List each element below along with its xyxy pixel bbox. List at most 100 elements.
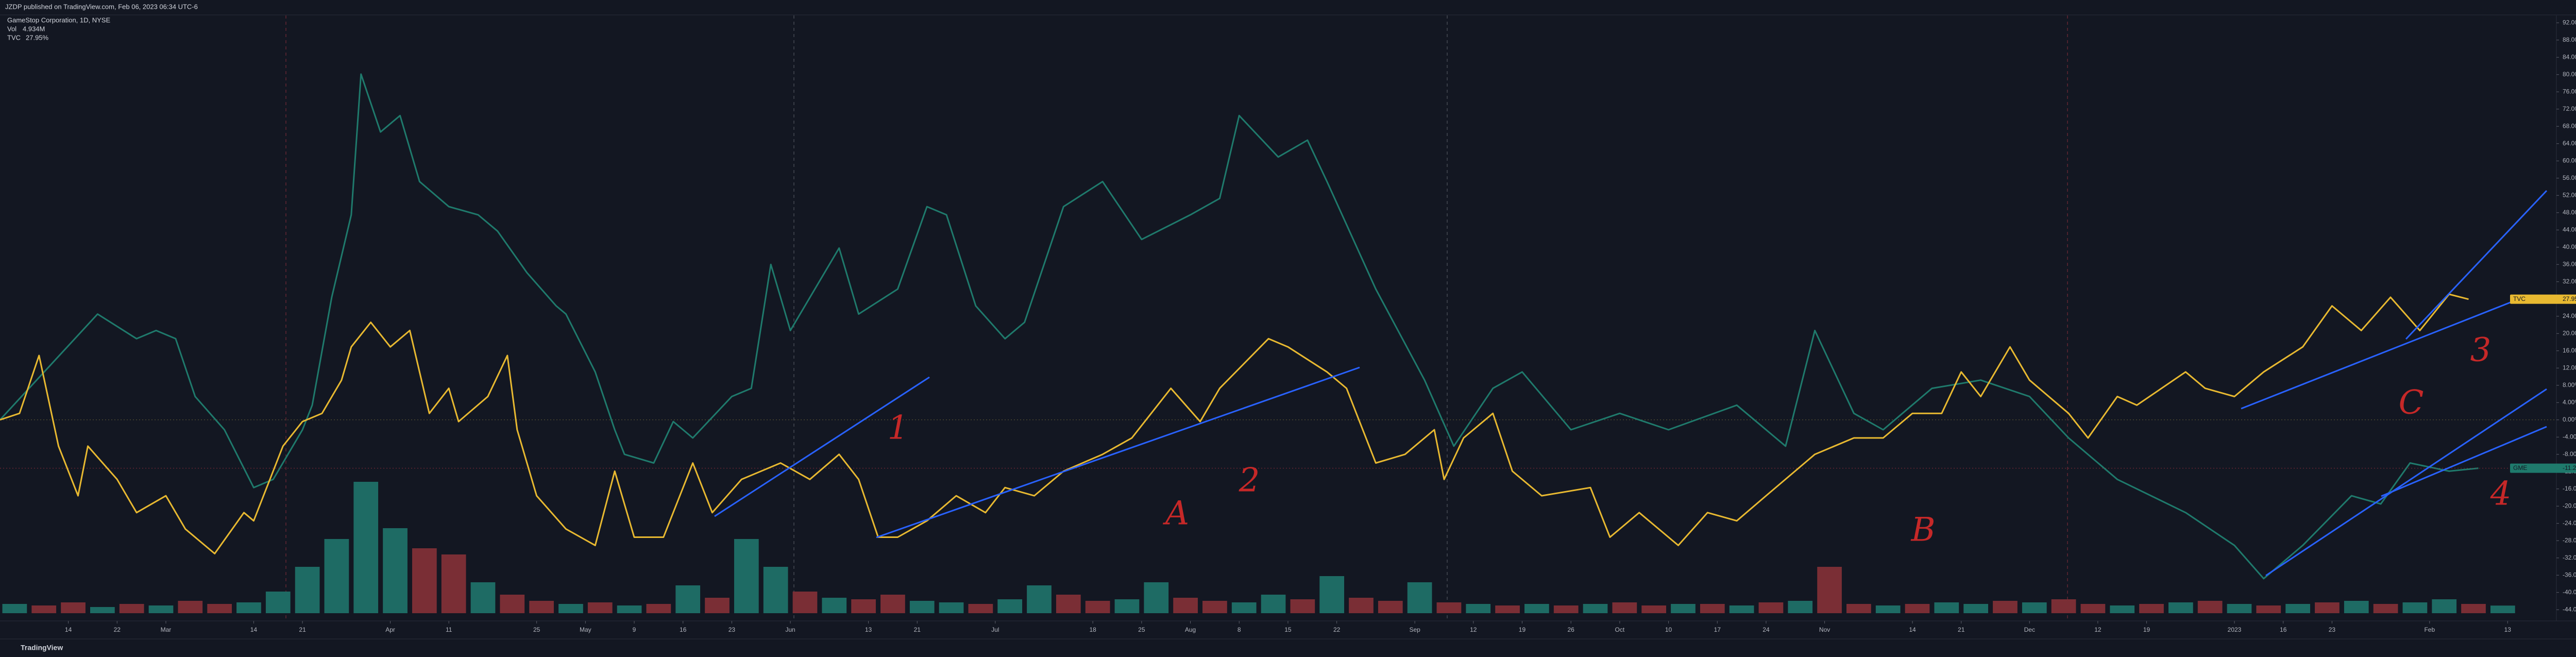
y-tick-label: 16.00% xyxy=(2563,347,2576,354)
volume-bar xyxy=(1553,605,1579,613)
trend-line xyxy=(2405,190,2548,340)
volume-bar xyxy=(2256,605,2281,613)
volume-bar xyxy=(2,604,27,613)
volume-bar xyxy=(1349,598,1374,613)
volume-bar xyxy=(2432,599,2457,613)
y-tick-label: 72.00% xyxy=(2563,105,2576,112)
volume-bar xyxy=(31,605,57,613)
y-tick-label: -32.00% xyxy=(2563,554,2576,561)
x-tick-label: 11 xyxy=(446,626,452,633)
volume-bar xyxy=(1495,605,1520,613)
x-tick-label: May xyxy=(580,626,591,633)
x-tick-label: 14 xyxy=(1909,626,1916,633)
y-tick-label: 88.00% xyxy=(2563,36,2576,43)
volume-bar xyxy=(939,602,964,613)
x-tick-label: 19 xyxy=(2143,626,2150,633)
y-tick-label: -4.00% xyxy=(2563,433,2576,440)
x-tick-label: 25 xyxy=(533,626,540,633)
y-tick-label: 68.00% xyxy=(2563,122,2576,129)
x-tick-label: Jul xyxy=(991,626,999,633)
x-tick-label: 14 xyxy=(65,626,72,633)
y-tick-label: 36.00% xyxy=(2563,260,2576,267)
x-tick-label: Dec xyxy=(2024,626,2035,633)
volume-bar xyxy=(1758,602,1784,613)
series-line xyxy=(0,73,2479,580)
trend-line xyxy=(714,376,930,517)
x-tick-label: 23 xyxy=(2329,626,2336,633)
volume-bar xyxy=(1173,598,1198,613)
volume-bar xyxy=(1202,601,1227,613)
y-tick-label: -24.00% xyxy=(2563,519,2576,527)
annotation: A xyxy=(1163,495,1189,533)
y-tick-label: -20.00% xyxy=(2563,502,2576,509)
volume-bar xyxy=(412,548,437,613)
volume-bar xyxy=(880,595,905,613)
volume-bar xyxy=(1524,604,1549,613)
volume-bar xyxy=(2344,601,2369,613)
legend-title: GameStop Corporation, 1D, NYSE xyxy=(7,16,110,24)
volume-bar xyxy=(1466,604,1491,613)
x-tick-label: 17 xyxy=(1714,626,1721,633)
volume-bar xyxy=(1817,567,1842,613)
series-line xyxy=(0,293,2469,554)
volume-bar xyxy=(909,601,935,613)
x-tick-label: 9 xyxy=(633,626,636,633)
volume-bar xyxy=(353,482,379,613)
volume-bar xyxy=(178,601,203,613)
volume-bar xyxy=(2461,604,2486,613)
y-tick-label: 0.00% xyxy=(2563,416,2576,423)
volume-bar xyxy=(734,539,759,613)
volume-bar xyxy=(1671,604,1696,613)
y-tick-label: 44.00% xyxy=(2563,226,2576,233)
y-tick-label: -36.00% xyxy=(2563,571,2576,578)
x-tick-label: 16 xyxy=(680,626,687,633)
x-tick-label: 26 xyxy=(1567,626,1574,633)
x-tick-label: Sep xyxy=(1409,626,1420,633)
volume-bar xyxy=(2315,602,2340,613)
annotation: 3 xyxy=(2470,331,2492,369)
y-tick-label: 52.00% xyxy=(2563,191,2576,198)
volume-bar xyxy=(617,605,642,613)
x-tick-label: 12 xyxy=(2094,626,2102,633)
x-tick-label: 19 xyxy=(1519,626,1526,633)
y-tick-label: 92.00% xyxy=(2563,19,2576,26)
annotation: B xyxy=(1910,511,1935,549)
x-tick-label: 21 xyxy=(1958,626,1965,633)
volume-bar xyxy=(236,602,261,613)
volume-bar xyxy=(529,601,554,613)
volume-bar xyxy=(1319,576,1345,613)
trend-line xyxy=(2265,388,2547,577)
price-tag-value: -11.21% xyxy=(2563,464,2576,471)
y-tick-label: 40.00% xyxy=(2563,243,2576,250)
x-tick-label: Nov xyxy=(1819,626,1830,633)
volume-bar xyxy=(1114,599,1140,613)
volume-bar xyxy=(1085,601,1110,613)
x-tick-label: 22 xyxy=(1333,626,1341,633)
volume-bar xyxy=(997,599,1023,613)
volume-bar xyxy=(1905,604,1930,613)
volume-bar xyxy=(2051,599,2076,613)
volume-bar xyxy=(1407,582,1432,613)
x-tick-label: Mar xyxy=(161,626,172,633)
volume-bar xyxy=(968,604,993,613)
y-tick-label: 20.00% xyxy=(2563,329,2576,336)
x-tick-label: 24 xyxy=(1762,626,1770,633)
y-tick-label: 4.00% xyxy=(2563,398,2576,406)
y-tick-label: 8.00% xyxy=(2563,381,2576,389)
volume-bar xyxy=(1378,601,1403,613)
x-tick-label: 21 xyxy=(299,626,306,633)
x-tick-label: 16 xyxy=(2280,626,2287,633)
legend-volume-value: 4.934M xyxy=(23,25,45,32)
legend-volume-name: Vol xyxy=(7,25,16,32)
x-tick-label: 12 xyxy=(1470,626,1477,633)
plot xyxy=(0,73,2556,613)
volume-bar xyxy=(61,602,86,613)
x-tick-label: 23 xyxy=(728,626,736,633)
volume-bar xyxy=(1290,599,1315,613)
volume-bar xyxy=(2080,604,2106,613)
volume-bar xyxy=(1027,585,1052,613)
y-tick-label: 76.00% xyxy=(2563,88,2576,95)
y-tick-label: 64.00% xyxy=(2563,140,2576,147)
